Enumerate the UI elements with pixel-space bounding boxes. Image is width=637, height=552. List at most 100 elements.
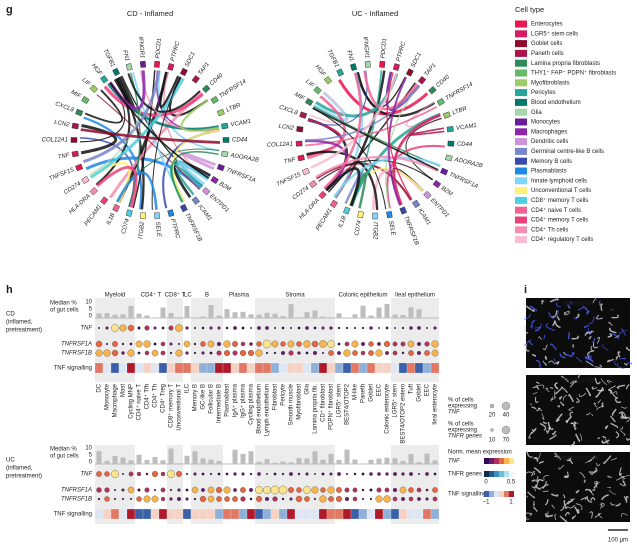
gene-label: CXCL8 [278,105,299,117]
expression-dot [233,326,237,330]
key-tick: 0.5 [507,480,516,486]
median-bar [424,453,430,464]
signal-cell [286,508,296,520]
tissue [592,386,598,390]
tissue [621,412,628,419]
expression-dot [385,472,389,476]
column-label: EEC [377,383,383,396]
legend-label: Glia [531,110,542,116]
median-bar [96,451,102,464]
tissue [545,387,550,393]
group-label: Plasma [229,293,250,299]
tissue [611,408,617,416]
gene-box [221,150,229,158]
expression-dot [105,342,109,346]
tissue [564,500,570,507]
signal-cell [374,362,384,374]
expression-dot [217,326,221,330]
tissue [560,386,568,394]
expression-dot [241,326,245,330]
expression-dot [207,340,215,348]
signal-cell [222,508,232,520]
signal-cell [142,362,152,374]
tissue [590,345,594,352]
gene-box [140,212,146,220]
gene-box [313,86,322,95]
expression-dot [224,350,230,356]
expression-dot [369,488,373,492]
expression-dot [96,487,102,493]
expression-dot [280,341,286,347]
tissue [551,310,558,318]
median-bar [336,459,342,464]
median-bar [360,305,366,318]
gene-label: MIF [70,89,82,100]
expression-dot [97,497,101,501]
signal-cell [294,508,304,520]
tissue [618,411,627,418]
tissue [539,483,549,489]
legend-label: Dendritic cells [531,139,568,145]
tissue [582,305,589,313]
expression-dot [377,342,381,346]
gene-box [446,126,454,133]
expression-dot [223,486,231,494]
expression-dot [151,349,159,357]
chord [151,76,182,210]
signal-cell [182,362,192,374]
expression-dot [95,340,103,348]
tissue [598,299,601,307]
legend-swatch [515,128,527,136]
legend-label: Pericytes [531,90,556,96]
tissue [579,433,583,441]
expression-dot [137,351,141,355]
expression-dot [249,342,253,346]
gene-box [423,190,432,200]
tissue [527,491,536,499]
median-bar [272,462,278,464]
expression-dot [351,340,359,348]
axis-tick: 5 [89,307,93,313]
tissue [620,406,628,409]
tissue [596,336,600,344]
expression-dot [368,350,374,356]
tissue [613,391,618,395]
expression-dot [209,472,213,476]
tissue [609,327,617,334]
tissue [562,494,566,499]
tissue [600,303,603,311]
median-bar [232,312,238,318]
expression-dot [424,350,430,356]
gene-box [405,68,414,77]
expression-dot [104,496,110,502]
gene-box [140,60,146,68]
signal-cell [374,508,384,520]
key-tick: 40 [503,413,510,419]
expression-dot [336,487,342,493]
tissue [590,330,595,334]
signal-cell [398,362,408,374]
tissue [591,413,593,417]
expression-dot [417,351,421,355]
median-bar [160,460,166,464]
signal-cell [238,508,248,520]
expression-dot [207,486,215,494]
signal-cell [334,508,344,520]
expression-dot [201,351,205,355]
chord-title: UC - Inflamed [352,9,398,18]
expression-dot [417,326,421,330]
expression-dot [104,487,110,493]
signal-cell [398,508,408,520]
legend-label: CD4⁺ Th cells [531,226,568,233]
signal-cell [142,508,152,520]
tissue [541,300,545,305]
median-bar [144,315,150,318]
tissue [608,321,613,326]
expression-dot [319,340,327,348]
signal-cell [422,508,432,520]
tissue [555,361,560,366]
expression-dot [152,471,158,477]
median-bar [112,314,118,318]
gene-label: ICAM1 [197,204,213,222]
key-tick: 20 [489,413,496,419]
